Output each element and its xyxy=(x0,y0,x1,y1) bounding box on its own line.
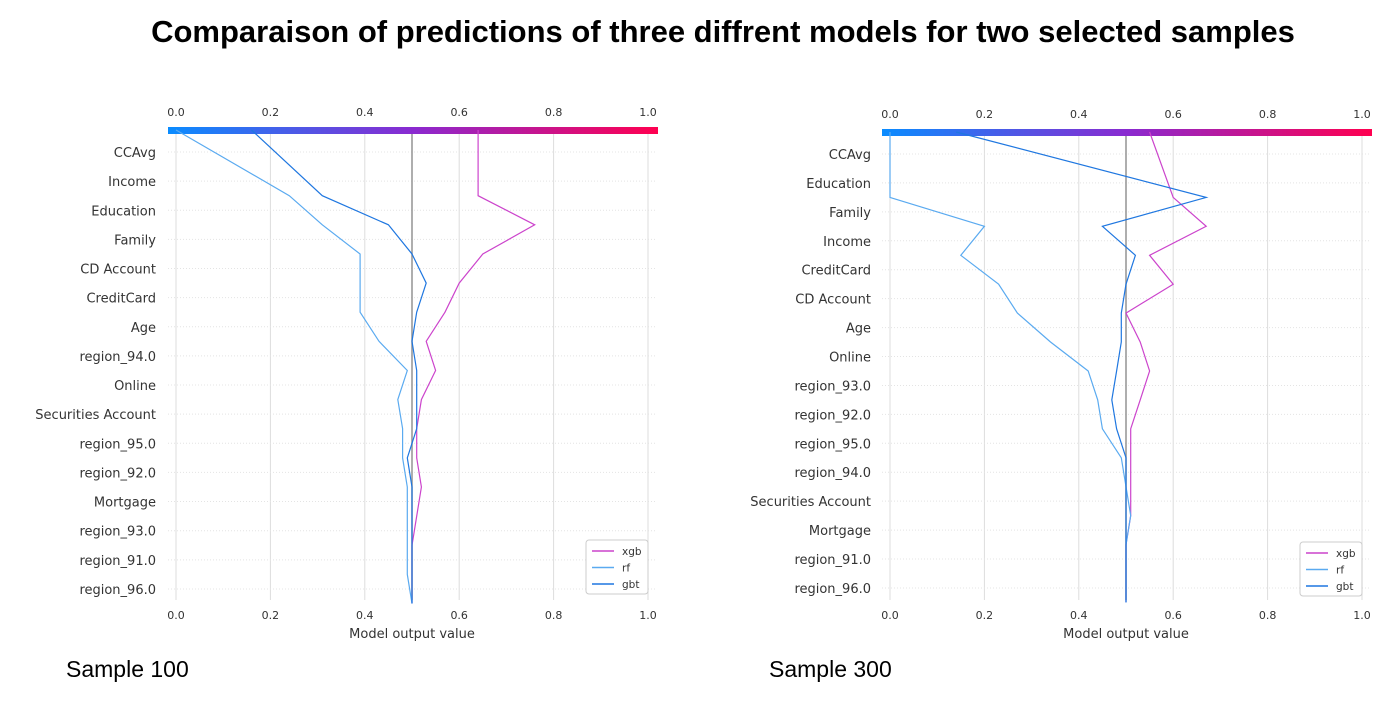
feature-label: Age xyxy=(846,322,871,337)
bottom-tick-label: 0.4 xyxy=(1070,609,1088,622)
feature-label: Online xyxy=(114,379,156,394)
feature-label: region_95.0 xyxy=(794,437,871,452)
bottom-tick-label: 0.2 xyxy=(976,609,994,622)
legend-label-rf: rf xyxy=(1336,565,1344,577)
x-axis-label: Model output value xyxy=(1063,627,1189,642)
series-line-rf xyxy=(175,129,413,604)
feature-label: CreditCard xyxy=(801,264,871,279)
bottom-tick-label: 0.0 xyxy=(881,609,899,622)
feature-label: region_94.0 xyxy=(794,466,871,481)
feature-label: region_96.0 xyxy=(794,582,871,597)
feature-label: Family xyxy=(114,233,156,248)
feature-label: CCAvg xyxy=(829,148,871,163)
feature-label: Mortgage xyxy=(94,496,156,511)
feature-label: region_93.0 xyxy=(79,525,156,540)
series-line-rf xyxy=(889,132,1132,603)
top-tick-label: 0.0 xyxy=(881,108,899,121)
top-tick-label: 0.6 xyxy=(450,106,468,119)
feature-label: Education xyxy=(806,177,871,192)
feature-label: region_93.0 xyxy=(794,379,871,394)
legend-label-xgb: xgb xyxy=(1336,548,1356,560)
series-line-gbt xyxy=(251,129,427,604)
feature-label: CD Account xyxy=(80,263,156,278)
feature-label: Mortgage xyxy=(809,524,871,539)
feature-label: Education xyxy=(91,204,156,219)
bottom-tick-label: 1.0 xyxy=(1353,609,1371,622)
colorbar xyxy=(168,127,658,134)
legend: xgb rf gbt xyxy=(1299,541,1363,597)
feature-label: Family xyxy=(829,206,871,221)
top-tick-label: 0.4 xyxy=(356,106,374,119)
feature-label: CreditCard xyxy=(86,292,156,307)
feature-label: region_95.0 xyxy=(79,437,156,452)
page-title: Comparaison of predictions of three diff… xyxy=(151,14,1295,49)
bottom-tick-label: 0.2 xyxy=(262,609,280,622)
feature-label: region_91.0 xyxy=(79,554,156,569)
top-tick-label: 0.8 xyxy=(1259,108,1277,121)
legend: xgb rf gbt xyxy=(585,539,649,595)
top-tick-label: 1.0 xyxy=(1353,108,1371,121)
feature-label: region_92.0 xyxy=(794,408,871,423)
bottom-tick-label: 1.0 xyxy=(639,609,657,622)
series-line-xgb xyxy=(1125,131,1208,603)
feature-label: Age xyxy=(131,321,156,336)
sample-100-label: Sample 100 xyxy=(66,656,189,682)
bottom-tick-label: 0.0 xyxy=(167,609,185,622)
bottom-tick-label: 0.8 xyxy=(545,609,563,622)
feature-label: Online xyxy=(829,351,871,366)
feature-label: region_96.0 xyxy=(79,583,156,598)
legend-label-gbt: gbt xyxy=(1336,581,1353,593)
top-tick-label: 0.8 xyxy=(545,106,563,119)
feature-label: region_94.0 xyxy=(79,350,156,365)
top-tick-label: 0.0 xyxy=(167,106,185,119)
feature-label: Income xyxy=(823,235,871,250)
legend-label-gbt: gbt xyxy=(622,579,639,591)
bottom-tick-label: 0.6 xyxy=(1164,609,1182,622)
sample-300-label: Sample 300 xyxy=(769,656,892,682)
feature-label: CCAvg xyxy=(114,146,156,161)
feature-label: Income xyxy=(108,175,156,190)
feature-label: region_92.0 xyxy=(79,466,156,481)
top-tick-label: 0.2 xyxy=(976,108,994,121)
feature-label: Securities Account xyxy=(750,495,871,510)
top-tick-label: 0.4 xyxy=(1070,108,1088,121)
colorbar xyxy=(882,129,1372,136)
legend-label-xgb: xgb xyxy=(622,546,642,558)
x-axis-label: Model output value xyxy=(349,627,475,642)
feature-label: region_91.0 xyxy=(794,553,871,568)
top-tick-label: 0.6 xyxy=(1164,108,1182,121)
feature-label: Securities Account xyxy=(35,408,156,423)
bottom-tick-label: 0.8 xyxy=(1259,609,1277,622)
bottom-tick-label: 0.6 xyxy=(450,609,468,622)
top-tick-label: 1.0 xyxy=(639,106,657,119)
top-tick-label: 0.2 xyxy=(262,106,280,119)
legend-label-rf: rf xyxy=(622,563,630,575)
series-line-gbt xyxy=(955,131,1209,603)
bottom-tick-label: 0.4 xyxy=(356,609,374,622)
feature-label: CD Account xyxy=(795,293,871,308)
